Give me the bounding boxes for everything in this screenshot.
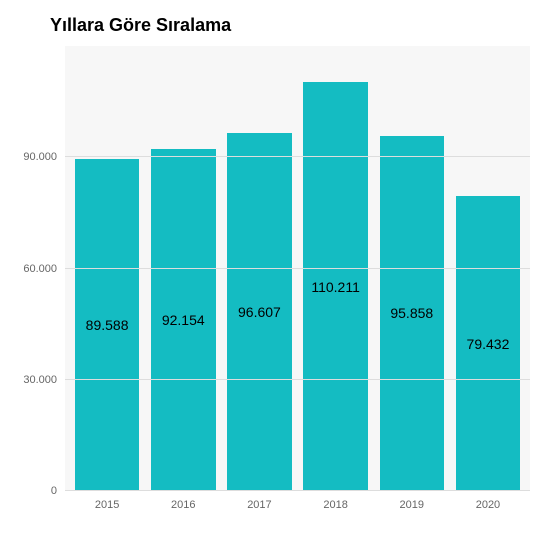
bar: 79.432: [456, 196, 521, 491]
bar-slot: 95.858: [374, 46, 450, 491]
bar: 95.858: [380, 136, 445, 491]
gridline: [65, 379, 530, 380]
bar-slot: 92.154: [145, 46, 221, 491]
x-tick-label: 2019: [374, 491, 450, 521]
chart-title: Yıllara Göre Sıralama: [50, 15, 530, 36]
plot-area: 89.588 92.154 96.607 110.211 95.858 79.432: [65, 46, 530, 491]
gridline: [65, 156, 530, 157]
bar: 92.154: [151, 149, 216, 491]
bar-value-label: 96.607: [238, 304, 281, 320]
y-tick-label: 30.000: [23, 374, 57, 386]
bar-slot: 89.588: [69, 46, 145, 491]
gridline: [65, 268, 530, 269]
bar-value-label: 92.154: [162, 312, 205, 328]
bar: 89.588: [75, 159, 140, 491]
bar: 96.607: [227, 133, 292, 491]
bar-value-label: 110.211: [311, 279, 360, 295]
bar-value-label: 89.588: [86, 317, 129, 333]
bar-slot: 110.211: [298, 46, 374, 491]
bar-value-label: 79.432: [467, 336, 510, 352]
x-tick-label: 2018: [298, 491, 374, 521]
y-tick-label: 90.000: [23, 151, 57, 163]
bar-value-label: 95.858: [390, 305, 433, 321]
plot-wrap: 89.588 92.154 96.607 110.211 95.858 79.432 0 3…: [10, 46, 530, 521]
y-axis: 030.00060.00090.000: [10, 46, 65, 491]
x-tick-label: 2016: [145, 491, 221, 521]
gridline: [65, 490, 530, 491]
bar-slot: 96.607: [221, 46, 297, 491]
bars-group: 89.588 92.154 96.607 110.211 95.858 79.432: [65, 46, 530, 491]
y-tick-label: 60.000: [23, 263, 57, 275]
x-axis: 201520162017201820192020: [65, 491, 530, 521]
chart-container: Yıllara Göre Sıralama 89.588 92.154 96.607…: [0, 0, 550, 550]
x-tick-label: 2020: [450, 491, 526, 521]
x-tick-label: 2015: [69, 491, 145, 521]
y-tick-label: 0: [51, 485, 57, 497]
bar-slot: 79.432: [450, 46, 526, 491]
bar: 110.211: [303, 82, 368, 491]
x-tick-label: 2017: [221, 491, 297, 521]
